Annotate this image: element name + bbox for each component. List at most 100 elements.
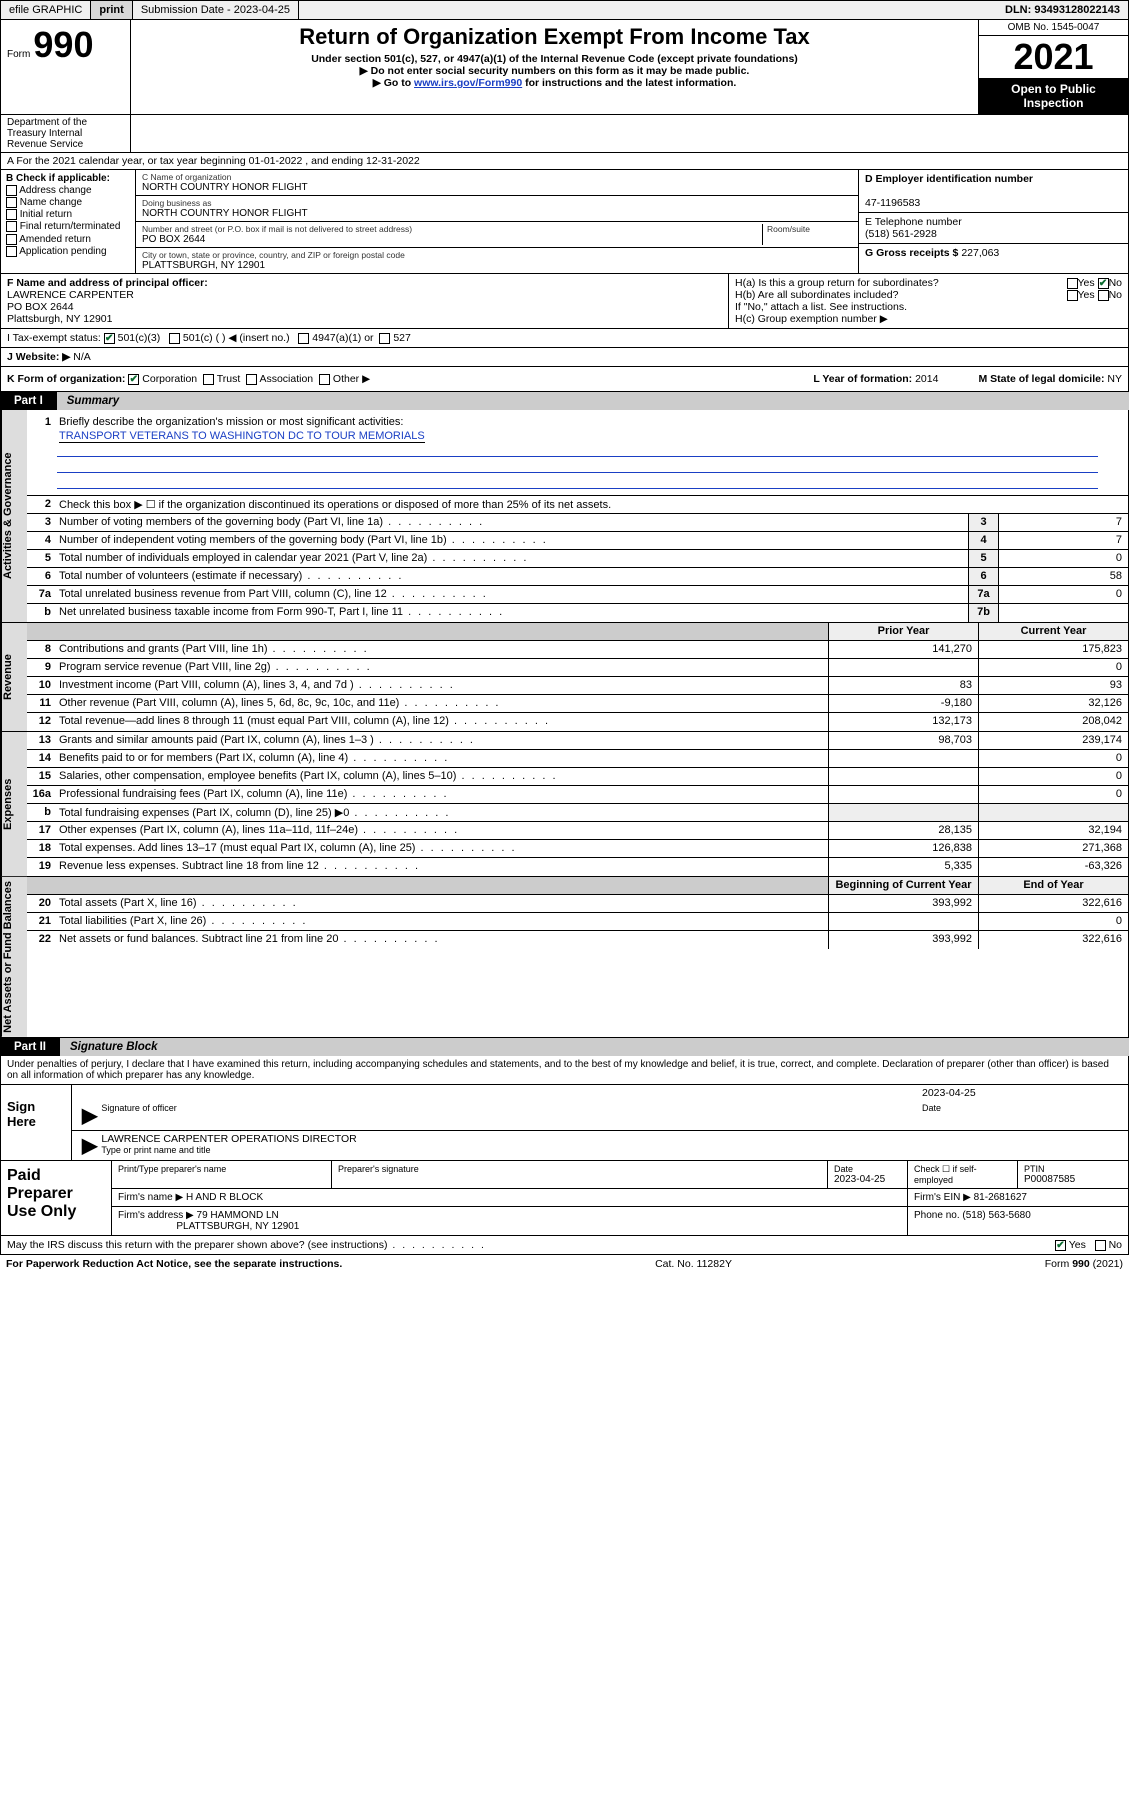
print-button[interactable]: print [91, 1, 132, 19]
phone-row: E Telephone number (518) 561-2928 [859, 213, 1128, 244]
summary-line: 21Total liabilities (Part X, line 26)0 [27, 913, 1128, 931]
website-row: J Website: ▶ N/A [0, 348, 1129, 367]
side-expenses: Expenses [1, 732, 27, 876]
governance-section: Activities & Governance 1 Briefly descri… [0, 410, 1129, 623]
side-revenue: Revenue [1, 623, 27, 731]
officer-addr2: Plattsburgh, NY 12901 [7, 313, 112, 325]
m-label: M State of legal domicile: [978, 373, 1104, 385]
may-irs-yes-checkbox[interactable] [1055, 1240, 1066, 1251]
line-num: 18 [27, 840, 55, 857]
tax-exempt-row: I Tax-exempt status: 501(c)(3) 501(c) ( … [0, 329, 1129, 348]
check-name-change[interactable]: Name change [6, 197, 130, 208]
check-trust[interactable] [203, 374, 214, 385]
line-text: Number of independent voting members of … [55, 532, 968, 549]
col-b-checkboxes: B Check if applicable: Address change Na… [1, 170, 136, 273]
check-initial-return[interactable]: Initial return [6, 209, 130, 220]
line-current: 271,368 [978, 840, 1128, 857]
dba-row: Doing business as NORTH COUNTRY HONOR FL… [136, 196, 858, 222]
summary-line: bNet unrelated business taxable income f… [27, 604, 1128, 622]
line-num: 22 [27, 931, 55, 949]
line-value: 0 [998, 550, 1128, 567]
check-4947[interactable] [298, 333, 309, 344]
omb-number: OMB No. 1545-0047 [979, 20, 1128, 36]
line-text: Investment income (Part VIII, column (A)… [55, 677, 828, 694]
street-row: Number and street (or P.O. box if mail i… [136, 222, 858, 248]
top-toolbar: efile GRAPHIC print Submission Date - 20… [0, 0, 1129, 20]
line-text: Net unrelated business taxable income fr… [55, 604, 968, 622]
line-num: 4 [27, 532, 55, 549]
line-prior [828, 768, 978, 785]
check-501c3[interactable] [104, 333, 115, 344]
opt-corp: Corporation [142, 373, 197, 385]
line-num: 8 [27, 641, 55, 658]
line-text: Revenue less expenses. Subtract line 18 … [55, 858, 828, 876]
l-label: L Year of formation: [813, 373, 912, 385]
prep-print-label: Print/Type preparer's name [118, 1164, 325, 1174]
room-label: Room/suite [767, 224, 852, 234]
ha-label: H(a) Is this a group return for subordin… [735, 277, 939, 289]
mission-text: TRANSPORT VETERANS TO WASHINGTON DC TO T… [59, 430, 425, 443]
sign-arrow-2-icon: ▶ [78, 1133, 101, 1158]
subtitle-1: Under section 501(c), 527, or 4947(a)(1)… [139, 53, 970, 65]
open-public-badge: Open to Public Inspection [979, 78, 1128, 114]
prep-check-self[interactable]: Check ☐ if self-employed [908, 1161, 1018, 1188]
instructions-link[interactable]: www.irs.gov/Form990 [414, 77, 522, 89]
line-text: Total liabilities (Part X, line 26) [55, 913, 828, 930]
ha-yes-checkbox[interactable] [1067, 278, 1078, 289]
mission-blank-2 [57, 461, 1098, 473]
check-final-return[interactable]: Final return/terminated [6, 221, 130, 232]
line-current: 0 [978, 659, 1128, 676]
org-name: NORTH COUNTRY HONOR FLIGHT [142, 182, 852, 193]
line-prior [828, 750, 978, 767]
mission-blank-3 [57, 477, 1098, 489]
check-other[interactable] [319, 374, 330, 385]
summary-line: 13Grants and similar amounts paid (Part … [27, 732, 1128, 750]
line-box: 3 [968, 514, 998, 531]
subtitle-2: ▶ Do not enter social security numbers o… [139, 65, 970, 77]
line-num: 14 [27, 750, 55, 767]
summary-line: 20Total assets (Part X, line 16)393,9923… [27, 895, 1128, 913]
k-right: L Year of formation: 2014 M State of leg… [813, 373, 1122, 385]
form-header: Form 990 Return of Organization Exempt F… [0, 20, 1129, 115]
line-value [998, 604, 1128, 622]
line-box: 5 [968, 550, 998, 567]
check-app-pending[interactable]: Application pending [6, 246, 130, 257]
line-current: 93 [978, 677, 1128, 694]
line-text: Other revenue (Part VIII, column (A), li… [55, 695, 828, 712]
line-num: 10 [27, 677, 55, 694]
opt-501c3: 501(c)(3) [118, 332, 161, 344]
ha-no-checkbox[interactable] [1098, 278, 1109, 289]
line-text: Benefits paid to or for members (Part IX… [55, 750, 828, 767]
check-501c[interactable] [169, 333, 180, 344]
summary-line: 5Total number of individuals employed in… [27, 550, 1128, 568]
opt-501c: 501(c) ( ) ◀ (insert no.) [183, 332, 290, 344]
summary-line: 7aTotal unrelated business revenue from … [27, 586, 1128, 604]
check-corporation[interactable] [128, 374, 139, 385]
check-address-change[interactable]: Address change [6, 185, 130, 196]
subtitle-3: ▶ Go to www.irs.gov/Form990 for instruct… [139, 77, 970, 89]
line-num: 15 [27, 768, 55, 785]
f-label: F Name and address of principal officer: [7, 277, 208, 289]
officer-name: LAWRENCE CARPENTER [7, 289, 134, 301]
hb-no-checkbox[interactable] [1098, 290, 1109, 301]
line-current: 175,823 [978, 641, 1128, 658]
line-current: 322,616 [978, 931, 1128, 949]
summary-line: 8Contributions and grants (Part VIII, li… [27, 641, 1128, 659]
efile-label: efile GRAPHIC [1, 1, 91, 19]
line-current: 0 [978, 786, 1128, 803]
check-527[interactable] [379, 333, 390, 344]
summary-line: 14Benefits paid to or for members (Part … [27, 750, 1128, 768]
officer-name-title: LAWRENCE CARPENTER OPERATIONS DIRECTOR [101, 1133, 1122, 1145]
summary-line: 9Program service revenue (Part VIII, lin… [27, 659, 1128, 677]
line-num: 19 [27, 858, 55, 876]
may-irs-no-checkbox[interactable] [1095, 1240, 1106, 1251]
line-num: 12 [27, 713, 55, 731]
line-prior [828, 913, 978, 930]
net-header-row: Beginning of Current Year End of Year [27, 877, 1128, 895]
form-title: Return of Organization Exempt From Incom… [139, 24, 970, 50]
hb-yes-checkbox[interactable] [1067, 290, 1078, 301]
check-amended[interactable]: Amended return [6, 234, 130, 245]
check-association[interactable] [246, 374, 257, 385]
line-1-label: Briefly describe the organization's miss… [55, 414, 1128, 430]
line-num: 16a [27, 786, 55, 803]
